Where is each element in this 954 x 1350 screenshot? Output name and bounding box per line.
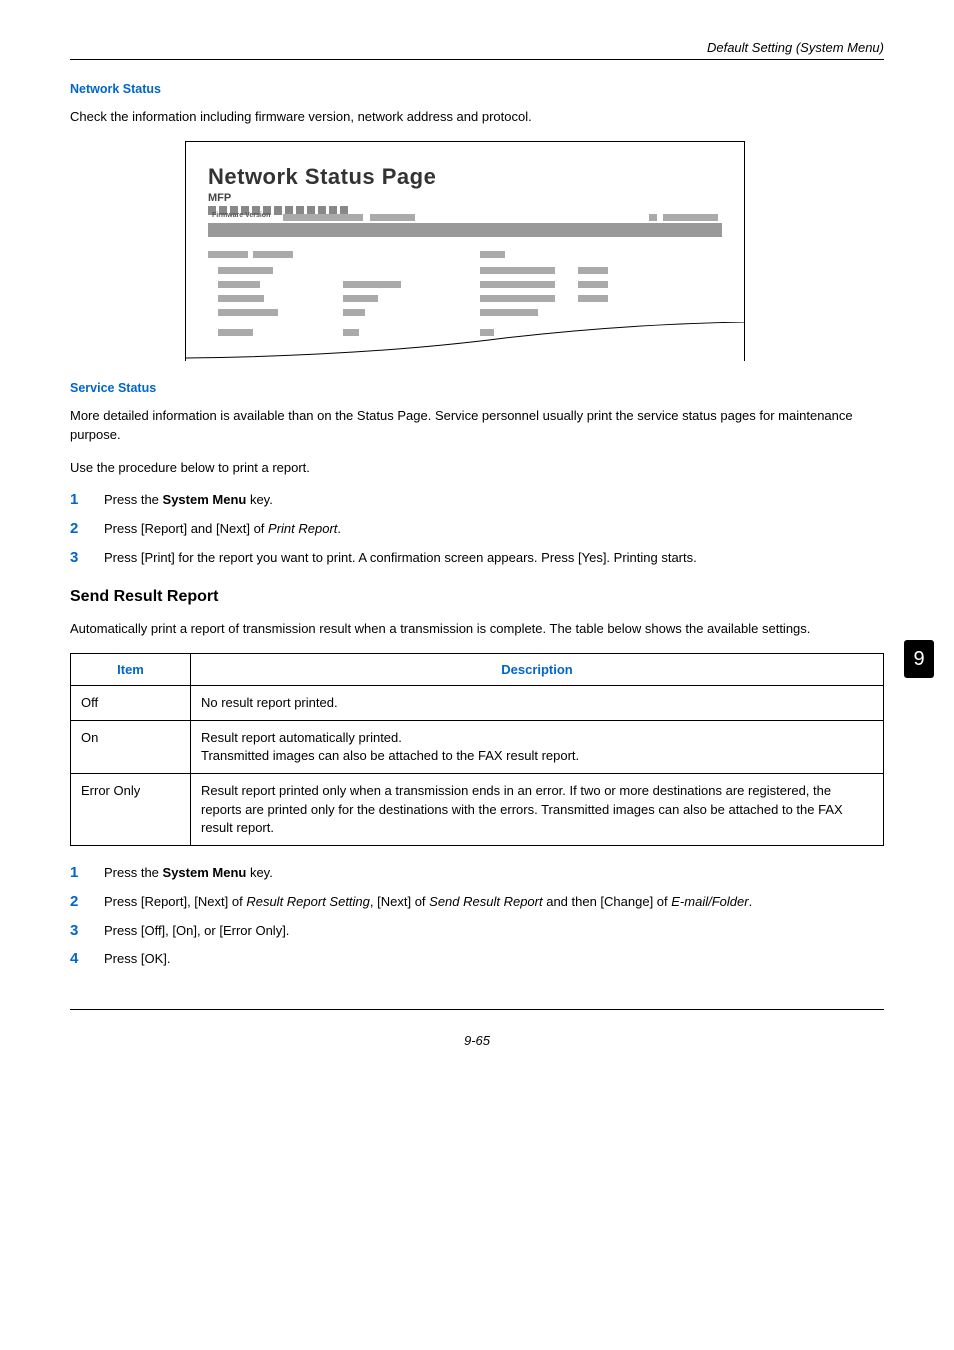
table-header-desc: Description xyxy=(191,653,884,685)
step-body: Press [Report], [Next] of Result Report … xyxy=(104,893,752,912)
send-result-table: Item Description OffNo result report pri… xyxy=(70,653,884,846)
step-number: 3 xyxy=(70,549,86,566)
table-row: OnResult report automatically printed.Tr… xyxy=(71,720,884,773)
step-number: 1 xyxy=(70,864,86,881)
table-row: OffNo result report printed. xyxy=(71,685,884,720)
step-row: 2 Press [Report], [Next] of Result Report… xyxy=(70,893,884,912)
table-header-item: Item xyxy=(71,653,191,685)
step-number: 1 xyxy=(70,491,86,508)
table-cell-item: On xyxy=(71,720,191,773)
step-body: Press the System Menu key. xyxy=(104,864,273,883)
step-body: Press [OK]. xyxy=(104,950,170,969)
table-cell-desc: Result report printed only when a transm… xyxy=(191,774,884,846)
send-result-steps: 1 Press the System Menu key. 2 Press [Repor… xyxy=(70,864,884,969)
step-number: 3 xyxy=(70,922,86,939)
step-number: 2 xyxy=(70,520,86,537)
table-cell-item: Error Only xyxy=(71,774,191,846)
step-body: Press [Print] for the report you want to… xyxy=(104,549,697,568)
step-row: 1 Press the System Menu key. xyxy=(70,864,884,883)
network-status-heading: Network Status xyxy=(70,82,884,96)
step-row: 3 Press [Print] for the report you want t… xyxy=(70,549,884,568)
side-tab: 9 xyxy=(904,640,934,678)
network-status-intro: Check the information including firmware… xyxy=(70,108,884,127)
step-number: 4 xyxy=(70,950,86,967)
send-result-intro: Automatically print a report of transmis… xyxy=(70,620,884,639)
step-row: 3 Press [Off], [On], or [Error Only]. xyxy=(70,922,884,941)
network-status-figure: Network Status Page MFP Firmware Version xyxy=(185,141,745,361)
figure-bar: Firmware Version xyxy=(208,223,722,237)
table-cell-desc: Result report automatically printed.Tran… xyxy=(191,720,884,773)
step-body: Press [Report] and [Next] of Print Repor… xyxy=(104,520,341,539)
step-row: 4 Press [OK]. xyxy=(70,950,884,969)
footer-rule xyxy=(70,1009,884,1010)
figure-firmware-label: Firmware Version xyxy=(212,212,270,219)
table-cell-desc: No result report printed. xyxy=(191,685,884,720)
service-status-para1: More detailed information is available t… xyxy=(70,407,884,445)
step-row: 1 Press the System Menu key. xyxy=(70,491,884,510)
step-number: 2 xyxy=(70,893,86,910)
footer-page: 9-65 xyxy=(0,1033,954,1048)
service-status-para2: Use the procedure below to print a repor… xyxy=(70,459,884,478)
step-body: Press [Off], [On], or [Error Only]. xyxy=(104,922,289,941)
table-cell-item: Off xyxy=(71,685,191,720)
step-body: Press the System Menu key. xyxy=(104,491,273,510)
header-rule xyxy=(70,59,884,60)
figure-curve xyxy=(185,322,745,361)
figure-mfp: MFP xyxy=(208,192,722,204)
header-breadcrumb: Default Setting (System Menu) xyxy=(70,40,884,55)
figure-title: Network Status Page xyxy=(208,164,722,190)
service-status-heading: Service Status xyxy=(70,381,884,395)
send-result-title: Send Result Report xyxy=(70,588,884,606)
table-row: Error OnlyResult report printed only whe… xyxy=(71,774,884,846)
step-row: 2 Press [Report] and [Next] of Print Repo… xyxy=(70,520,884,539)
service-status-steps: 1 Press the System Menu key. 2 Press [Repor… xyxy=(70,491,884,568)
